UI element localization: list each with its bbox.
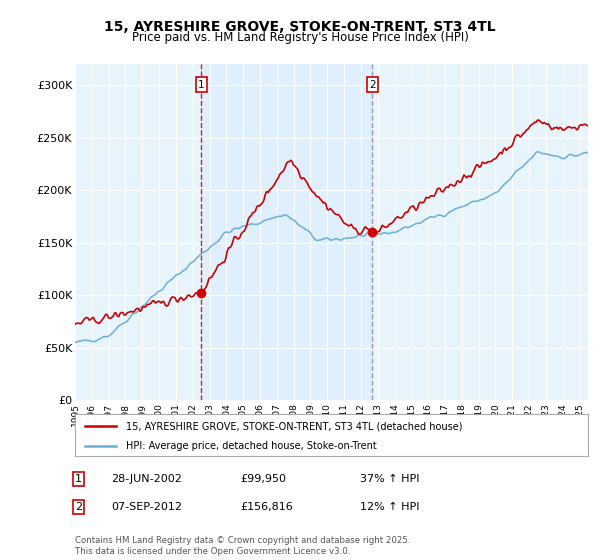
Text: 15, AYRESHIRE GROVE, STOKE-ON-TRENT, ST3 4TL (detached house): 15, AYRESHIRE GROVE, STOKE-ON-TRENT, ST3…	[127, 421, 463, 431]
Text: 28-JUN-2002: 28-JUN-2002	[111, 474, 182, 484]
Text: 07-SEP-2012: 07-SEP-2012	[111, 502, 182, 512]
Text: £99,950: £99,950	[240, 474, 286, 484]
Text: 12% ↑ HPI: 12% ↑ HPI	[360, 502, 419, 512]
Text: 2: 2	[75, 502, 82, 512]
Text: Contains HM Land Registry data © Crown copyright and database right 2025.
This d: Contains HM Land Registry data © Crown c…	[75, 536, 410, 556]
Text: 15, AYRESHIRE GROVE, STOKE-ON-TRENT, ST3 4TL: 15, AYRESHIRE GROVE, STOKE-ON-TRENT, ST3…	[104, 20, 496, 34]
Text: 2: 2	[369, 80, 376, 90]
Bar	[201, 64, 372, 400]
Text: HPI: Average price, detached house, Stoke-on-Trent: HPI: Average price, detached house, Stok…	[127, 441, 377, 451]
Text: 1: 1	[198, 80, 205, 90]
Text: Price paid vs. HM Land Registry's House Price Index (HPI): Price paid vs. HM Land Registry's House …	[131, 31, 469, 44]
Text: £156,816: £156,816	[240, 502, 293, 512]
Text: 37% ↑ HPI: 37% ↑ HPI	[360, 474, 419, 484]
Text: 1: 1	[75, 474, 82, 484]
